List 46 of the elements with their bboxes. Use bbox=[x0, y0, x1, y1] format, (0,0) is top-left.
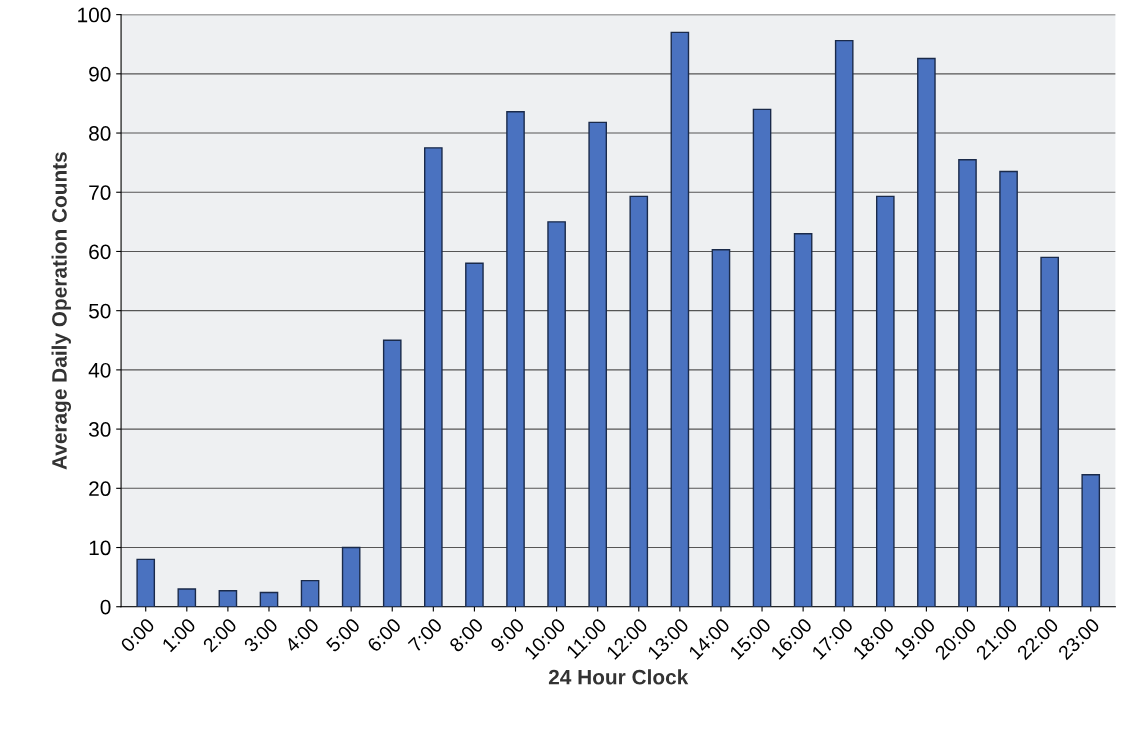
x-tick-label: 3:00 bbox=[243, 617, 279, 653]
y-tick-label: 100 bbox=[78, 7, 111, 23]
bar bbox=[711, 248, 731, 607]
y-tick-label: 80 bbox=[89, 126, 111, 141]
bar bbox=[917, 57, 936, 607]
x-tick-label: 9:00 bbox=[489, 617, 526, 653]
y-tick-label: 30 bbox=[88, 422, 111, 437]
y-axis-title: Average Daily Operation Counts bbox=[51, 152, 72, 470]
bar bbox=[177, 588, 197, 607]
bar bbox=[1040, 256, 1059, 607]
bar bbox=[465, 262, 484, 607]
bar bbox=[752, 108, 772, 607]
x-tick-label: 7:00 bbox=[407, 617, 443, 653]
bar bbox=[382, 339, 402, 607]
bar bbox=[793, 233, 813, 607]
bar bbox=[547, 221, 566, 607]
x-tick-label: 5:00 bbox=[325, 617, 361, 653]
bar bbox=[1081, 473, 1101, 607]
y-tick-label: 60 bbox=[89, 244, 111, 260]
bar bbox=[999, 170, 1018, 607]
y-tick-label: 40 bbox=[88, 362, 111, 378]
bar bbox=[588, 121, 608, 607]
y-tick-label: 70 bbox=[89, 185, 111, 201]
x-tick-label: 8:00 bbox=[448, 617, 484, 653]
x-tick-label: 6:00 bbox=[366, 617, 402, 653]
y-tick-label: 0 bbox=[100, 599, 111, 615]
bar bbox=[218, 590, 238, 607]
y-tick-label: 10 bbox=[89, 540, 111, 556]
bar bbox=[958, 158, 977, 607]
bar bbox=[424, 147, 443, 607]
bar bbox=[341, 546, 361, 607]
bar bbox=[259, 591, 279, 607]
bar bbox=[300, 579, 320, 607]
bar bbox=[136, 558, 156, 607]
bar bbox=[875, 195, 895, 607]
y-tick-label: 50 bbox=[89, 303, 111, 319]
x-tick-label: 0:00 bbox=[119, 617, 156, 653]
x-axis-title: 24 Hour Clock bbox=[548, 669, 689, 685]
bar bbox=[670, 31, 690, 607]
y-tick-label: 20 bbox=[89, 481, 111, 497]
x-tick-label: 1:00 bbox=[161, 617, 197, 653]
bar bbox=[629, 195, 649, 607]
x-tick-label: 4:00 bbox=[283, 617, 320, 653]
y-tick-label: 90 bbox=[89, 66, 111, 82]
bar bbox=[506, 111, 525, 607]
bar bbox=[834, 39, 854, 607]
